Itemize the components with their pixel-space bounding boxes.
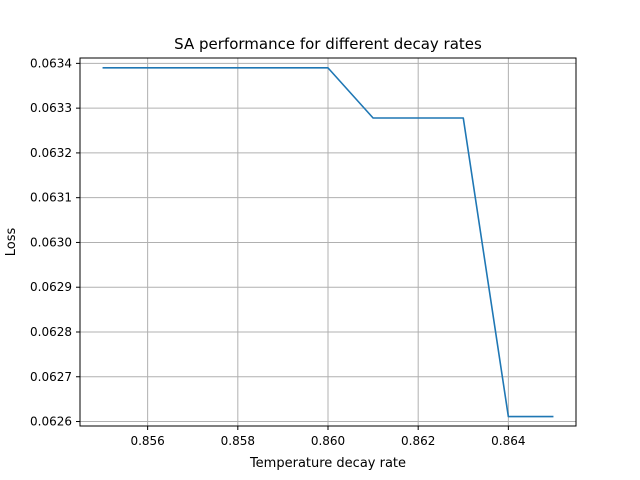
- x-tick-label: 0.856: [130, 434, 164, 448]
- y-tick-label: 0.0627: [30, 370, 72, 384]
- grid: [80, 58, 576, 426]
- axis-ticks: 0.856 0.858 0.860 0.862 0.864 0.0626 0.0627 0.0…: [30, 56, 526, 448]
- chart-title: SA performance for different decay rates: [174, 35, 482, 53]
- series-line: [102, 67, 554, 418]
- y-tick-label: 0.0629: [30, 280, 72, 294]
- y-tick-label: 0.0632: [30, 146, 72, 160]
- series-layer: [102, 67, 554, 418]
- x-tick-label: 0.860: [311, 434, 345, 448]
- x-tick-label: 0.862: [401, 434, 435, 448]
- x-tick-label: 0.864: [491, 434, 525, 448]
- y-tick-label: 0.0630: [30, 235, 72, 249]
- x-tick-label: 0.858: [221, 434, 255, 448]
- y-axis-title: Loss: [4, 228, 19, 257]
- x-axis-title: Temperature decay rate: [249, 456, 406, 471]
- y-tick-label: 0.0634: [30, 56, 72, 70]
- y-tick-label: 0.0626: [30, 415, 72, 429]
- y-tick-label: 0.0633: [30, 101, 72, 115]
- y-tick-label: 0.0628: [30, 325, 72, 339]
- y-tick-label: 0.0631: [30, 191, 72, 205]
